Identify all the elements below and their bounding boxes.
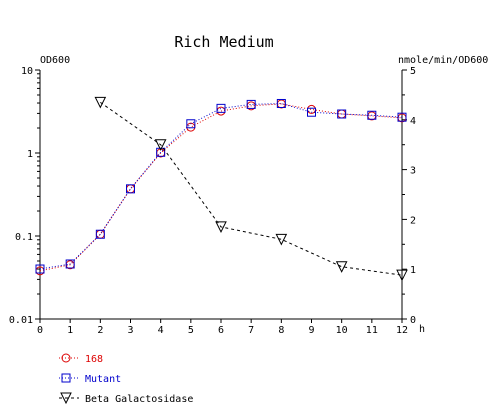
right-tick-label: 0 [410, 315, 416, 326]
legend-marker [60, 392, 72, 405]
legend-label: Beta Galactosidase [85, 394, 193, 405]
x-tick-label: 0 [37, 325, 43, 336]
data-point [94, 96, 107, 109]
data-point [126, 184, 135, 194]
legend-marker [61, 353, 71, 363]
right-tick-label: 1 [410, 265, 416, 276]
left-tick-label: 0.01 [9, 315, 33, 326]
series-beta-galactosidase [94, 96, 408, 282]
x-tick-label: 10 [336, 325, 348, 336]
left-axis-label: OD600 [40, 55, 70, 66]
x-tick-label: 7 [248, 325, 254, 336]
data-point [307, 107, 316, 117]
series-line [100, 101, 403, 276]
right-axis-label: nmole/min/OD600 [398, 55, 488, 66]
x-tick-label: 1 [67, 325, 73, 336]
data-point [156, 147, 166, 157]
data-point [275, 233, 288, 246]
series-168 [35, 99, 407, 276]
data-point [246, 99, 256, 109]
x-tick-label: 6 [218, 325, 224, 336]
data-point [276, 98, 286, 108]
data-point [335, 261, 348, 273]
data-point [367, 110, 377, 120]
axes [35, 69, 407, 323]
right-tick-label: 4 [410, 116, 416, 127]
data-point [186, 119, 196, 129]
series-line [39, 102, 403, 270]
x-tick-label: 5 [188, 325, 194, 336]
legend: 168 Mutant Beta Galactosidase [59, 353, 193, 405]
chart-title: Rich Medium [174, 33, 273, 51]
right-tick-label: 2 [410, 215, 416, 226]
x-tick-label: 3 [127, 325, 133, 336]
legend-label: 168 [85, 354, 103, 365]
data-point [126, 184, 135, 194]
series-mutant [35, 98, 407, 274]
data-point [215, 221, 227, 233]
data-point [396, 269, 408, 282]
data-point [186, 122, 196, 132]
left-tick-label: 10 [21, 66, 33, 77]
series-line [39, 103, 403, 272]
data-point [65, 259, 75, 269]
data-point [397, 112, 407, 122]
data-point [95, 229, 105, 239]
series-layer [35, 96, 408, 282]
data-point [216, 106, 226, 116]
left-tick-label: 0.1 [15, 232, 33, 243]
legend-label: Mutant [85, 374, 121, 385]
data-point [337, 109, 347, 119]
x-tick-label: 2 [97, 325, 103, 336]
right-tick-label: 5 [410, 66, 416, 77]
data-point [154, 139, 167, 151]
x-tick-label: 8 [278, 325, 284, 336]
data-point [35, 264, 45, 274]
x-tick-label: 9 [308, 325, 314, 336]
x-tick-label: 4 [158, 325, 164, 336]
x-tick-label: 11 [366, 325, 378, 336]
right-tick-label: 3 [410, 166, 416, 177]
legend-marker [61, 373, 71, 383]
left-tick-label: 1 [27, 149, 33, 160]
x-axis-label: h [419, 324, 425, 335]
data-point [216, 103, 226, 113]
x-tick-label: 12 [396, 325, 408, 336]
